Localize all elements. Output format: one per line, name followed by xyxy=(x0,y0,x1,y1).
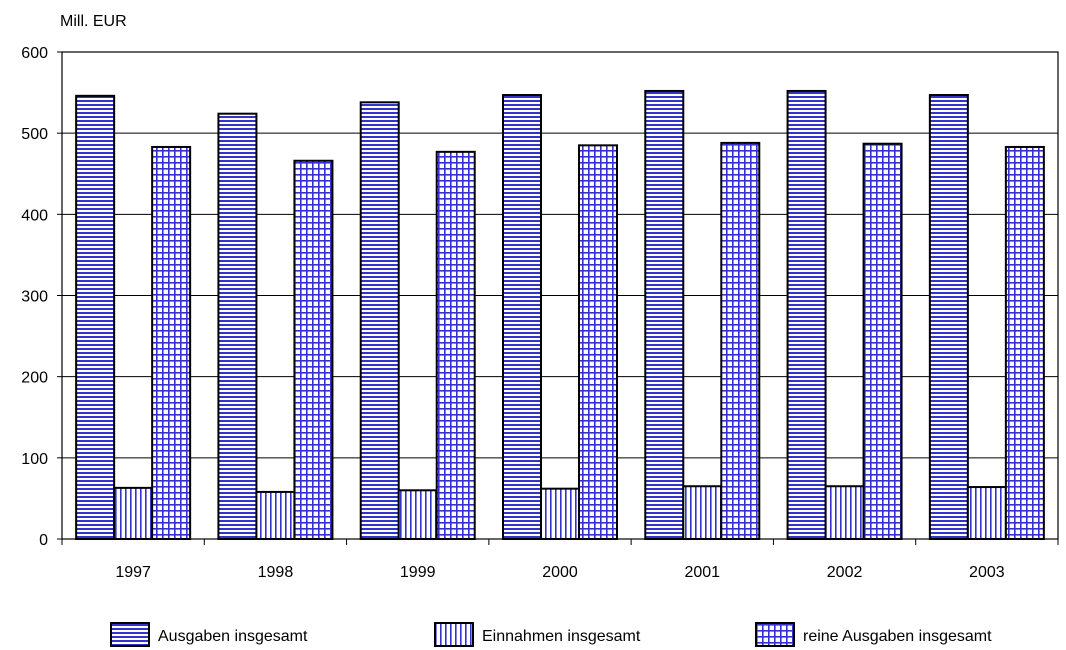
legend-label-series-1: Ausgaben insgesamt xyxy=(158,628,308,645)
y-axis: 0 100 200 300 400 500 600 xyxy=(21,45,62,549)
bar-1999-series-3 xyxy=(435,150,476,541)
bar-2001-series-3 xyxy=(720,141,761,540)
x-tick-label: 2003 xyxy=(969,564,1005,581)
x-tick-label: 2002 xyxy=(827,564,863,581)
bar-1997-series-3 xyxy=(151,145,192,540)
legend-label-series-3: reine Ausgaben insgesamt xyxy=(803,628,992,645)
bar-2000-series-1 xyxy=(502,94,542,540)
bar-2002-series-2 xyxy=(824,485,865,541)
legend-swatch-series-3 xyxy=(755,622,795,647)
bar-1998-series-2 xyxy=(255,490,296,541)
legend-swatch-series-1 xyxy=(110,622,150,647)
y-tick-label: 200 xyxy=(21,370,48,387)
y-tick-label: 300 xyxy=(21,289,48,306)
gridlines xyxy=(62,132,1058,459)
bar-1997-series-2 xyxy=(113,486,154,540)
legend-label-series-2: Einnahmen insgesamt xyxy=(482,628,641,645)
x-tick-label: 1997 xyxy=(115,564,151,581)
x-tick-label: 1999 xyxy=(400,564,436,581)
bar-1998-series-1 xyxy=(217,112,258,540)
legend-swatch-series-2 xyxy=(434,622,474,647)
bar-1999-series-1 xyxy=(359,101,400,540)
bar-2003-series-1 xyxy=(928,94,969,540)
bar-1999-series-2 xyxy=(397,489,438,540)
bar-2001-series-1 xyxy=(644,89,685,541)
bar-2002-series-1 xyxy=(786,89,827,541)
bars xyxy=(75,89,1045,541)
x-tick-label: 2001 xyxy=(684,564,720,581)
legend: Ausgaben insgesamt Einnahmen insgesamt rei… xyxy=(110,622,992,647)
bar-2000-series-2 xyxy=(540,487,580,540)
y-tick-label: 500 xyxy=(21,126,48,143)
bar-1997-series-1 xyxy=(75,94,116,541)
x-tick-label: 2000 xyxy=(542,564,578,581)
y-tick-label: 0 xyxy=(39,532,48,549)
y-tick-label: 600 xyxy=(21,45,48,62)
bar-2002-series-3 xyxy=(862,142,903,541)
x-axis: 1997 1998 1999 2000 2001 2002 2003 xyxy=(61,539,1059,581)
bar-2003-series-3 xyxy=(1004,145,1045,540)
x-tick-label: 1998 xyxy=(258,564,294,581)
y-tick-label: 100 xyxy=(21,451,48,468)
bar-2003-series-2 xyxy=(966,486,1007,541)
bar-2001-series-2 xyxy=(682,485,723,541)
y-axis-label: Mill. EUR xyxy=(60,13,127,30)
y-tick-label: 400 xyxy=(21,207,48,224)
bar-2000-series-3 xyxy=(578,144,618,540)
bar-1998-series-3 xyxy=(293,159,334,540)
